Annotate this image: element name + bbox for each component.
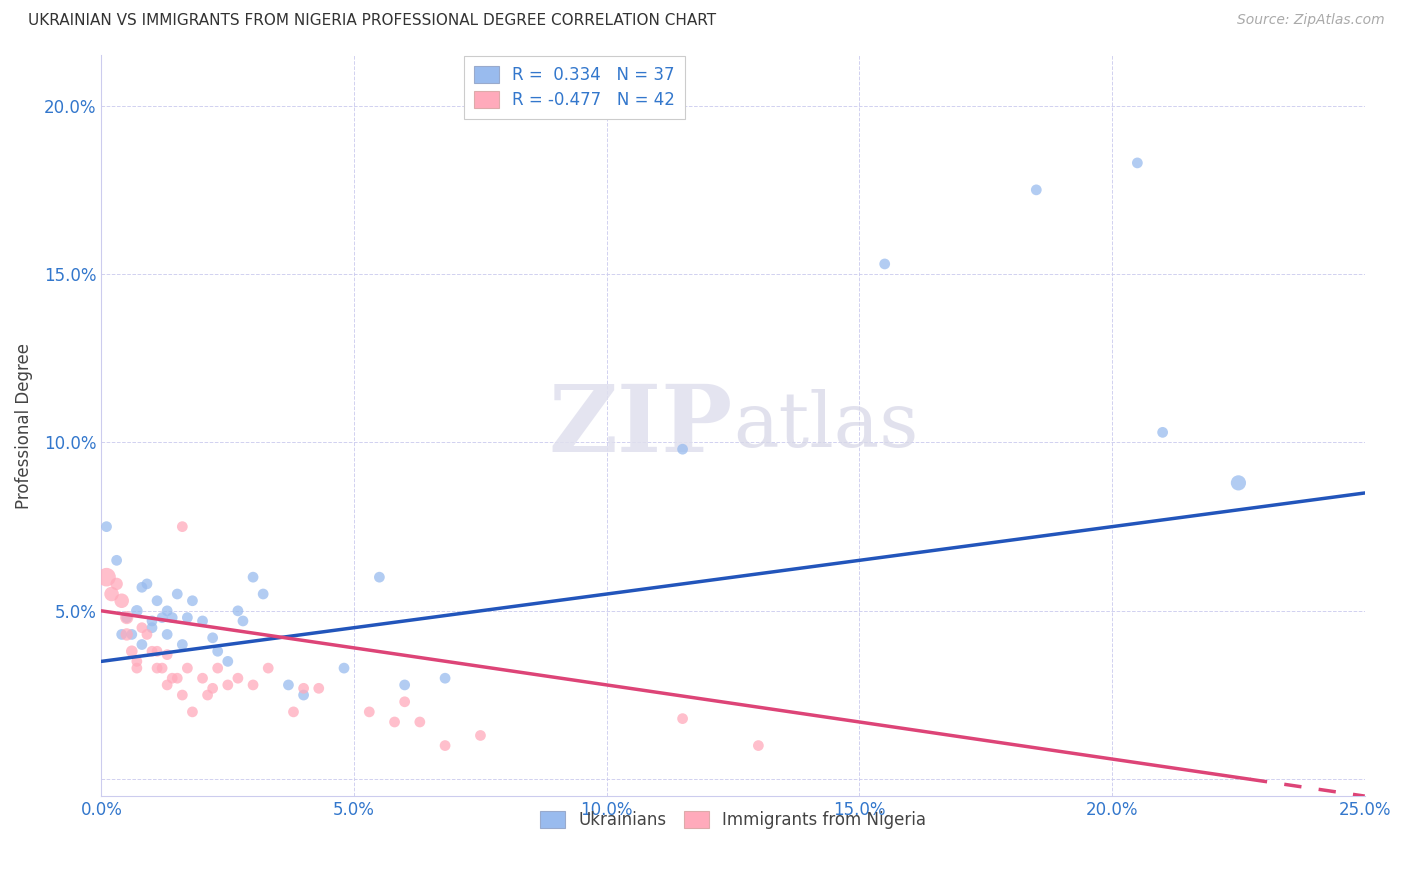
Point — [201, 681, 224, 696]
Point — [136, 627, 159, 641]
Point — [257, 661, 280, 675]
Point — [131, 580, 153, 594]
Point — [141, 621, 163, 635]
Point — [368, 570, 391, 584]
Point — [1152, 425, 1174, 440]
Text: UKRAINIAN VS IMMIGRANTS FROM NIGERIA PROFESSIONAL DEGREE CORRELATION CHART: UKRAINIAN VS IMMIGRANTS FROM NIGERIA PRO… — [28, 13, 716, 29]
Point — [141, 614, 163, 628]
Point — [217, 678, 239, 692]
Point — [172, 638, 194, 652]
Point — [384, 714, 406, 729]
Point — [226, 604, 249, 618]
Point — [333, 661, 356, 675]
Point — [96, 519, 118, 533]
Point — [125, 654, 148, 668]
Text: ZIP: ZIP — [548, 381, 733, 471]
Point — [201, 631, 224, 645]
Point — [470, 729, 492, 743]
Point — [111, 627, 134, 641]
Point — [671, 712, 693, 726]
Point — [172, 688, 194, 702]
Point — [146, 593, 169, 607]
Point — [166, 587, 188, 601]
Legend: Ukrainians, Immigrants from Nigeria: Ukrainians, Immigrants from Nigeria — [534, 805, 932, 836]
Point — [191, 614, 214, 628]
Point — [160, 610, 183, 624]
Point — [1227, 475, 1250, 490]
Point — [160, 671, 183, 685]
Point — [146, 644, 169, 658]
Point — [115, 610, 138, 624]
Point — [136, 577, 159, 591]
Point — [283, 705, 305, 719]
Y-axis label: Professional Degree: Professional Degree — [15, 343, 32, 508]
Point — [131, 638, 153, 652]
Point — [156, 678, 179, 692]
Point — [156, 648, 179, 662]
Point — [191, 671, 214, 685]
Point — [671, 442, 693, 457]
Point — [121, 644, 143, 658]
Point — [166, 671, 188, 685]
Point — [115, 627, 138, 641]
Point — [207, 661, 229, 675]
Point — [409, 714, 432, 729]
Point — [141, 644, 163, 658]
Text: atlas: atlas — [733, 389, 918, 463]
Point — [125, 604, 148, 618]
Point — [105, 553, 128, 567]
Point — [292, 681, 315, 696]
Point — [394, 695, 416, 709]
Point — [242, 570, 264, 584]
Point — [747, 739, 769, 753]
Point — [96, 570, 118, 584]
Point — [176, 661, 198, 675]
Point — [394, 678, 416, 692]
Point — [156, 604, 179, 618]
Point — [105, 577, 128, 591]
Point — [252, 587, 274, 601]
Point — [308, 681, 330, 696]
Point — [111, 593, 134, 607]
Point — [181, 705, 204, 719]
Point — [100, 587, 122, 601]
Point — [277, 678, 299, 692]
Point — [125, 661, 148, 675]
Point — [156, 627, 179, 641]
Point — [150, 661, 173, 675]
Point — [207, 644, 229, 658]
Point — [292, 688, 315, 702]
Point — [1126, 156, 1149, 170]
Point — [146, 661, 169, 675]
Point — [434, 739, 457, 753]
Point — [176, 610, 198, 624]
Point — [232, 614, 254, 628]
Point — [873, 257, 896, 271]
Point — [150, 610, 173, 624]
Point — [115, 610, 138, 624]
Point — [359, 705, 381, 719]
Text: Source: ZipAtlas.com: Source: ZipAtlas.com — [1237, 13, 1385, 28]
Point — [217, 654, 239, 668]
Point — [131, 621, 153, 635]
Point — [1025, 183, 1047, 197]
Point — [434, 671, 457, 685]
Point — [121, 627, 143, 641]
Point — [181, 593, 204, 607]
Point — [242, 678, 264, 692]
Point — [197, 688, 219, 702]
Point — [226, 671, 249, 685]
Point — [172, 519, 194, 533]
